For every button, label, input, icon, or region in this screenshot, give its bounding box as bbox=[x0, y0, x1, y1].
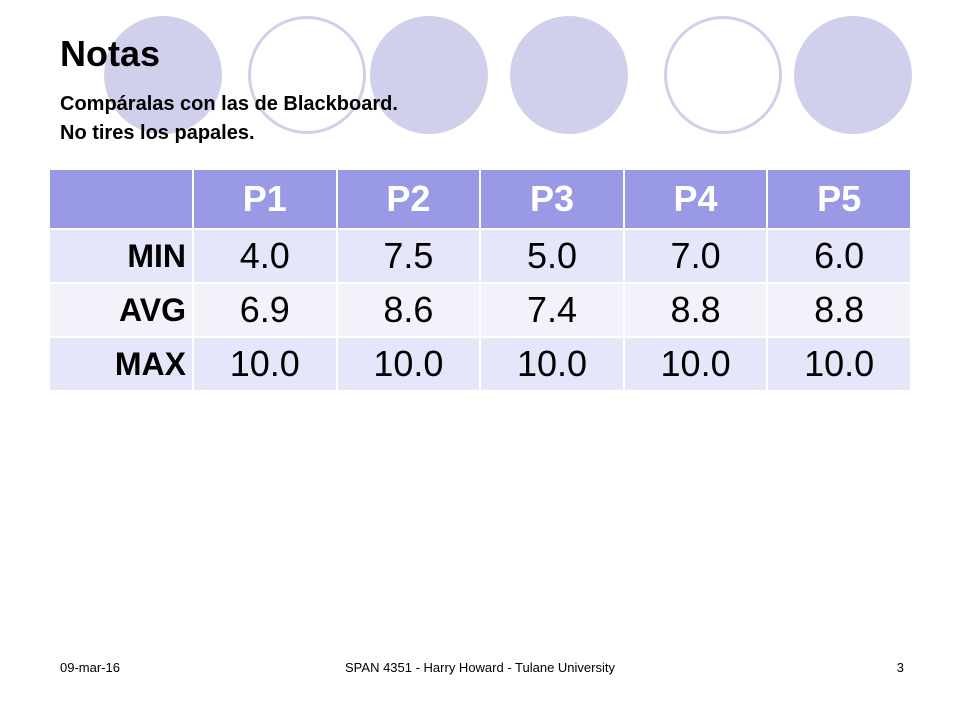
decorative-circle bbox=[664, 16, 782, 134]
table-cell: 6.9 bbox=[192, 282, 338, 338]
header-cell-empty bbox=[48, 168, 194, 230]
table-cell: 8.8 bbox=[766, 282, 912, 338]
decorative-circle bbox=[510, 16, 628, 134]
decorative-circles bbox=[0, 0, 960, 160]
table-row-min: MIN 4.0 7.5 5.0 7.0 6.0 bbox=[48, 228, 912, 284]
footer-page-number: 3 bbox=[896, 660, 904, 675]
table-cell: 7.0 bbox=[622, 228, 769, 284]
table-cell: 10.0 bbox=[766, 336, 912, 392]
table-cell: 5.0 bbox=[479, 228, 625, 284]
table-cell: 10.0 bbox=[335, 336, 482, 392]
grades-table: P1 P2 P3 P4 P5 MIN 4.0 7.5 5.0 7.0 6.0 A… bbox=[48, 168, 912, 392]
header-cell-p2: P2 bbox=[335, 168, 482, 230]
header-cell-p4: P4 bbox=[622, 168, 769, 230]
table-cell: 7.4 bbox=[479, 282, 625, 338]
table-cell: 6.0 bbox=[766, 228, 912, 284]
header-cell-p3: P3 bbox=[479, 168, 625, 230]
table-cell: 10.0 bbox=[479, 336, 625, 392]
table-header-row: P1 P2 P3 P4 P5 bbox=[48, 168, 912, 230]
decorative-circle bbox=[794, 16, 912, 134]
table-row-avg: AVG 6.9 8.6 7.4 8.8 8.8 bbox=[48, 282, 912, 338]
decorative-circle bbox=[104, 16, 222, 134]
table-row-max: MAX 10.0 10.0 10.0 10.0 10.0 bbox=[48, 336, 912, 392]
header-cell-p5: P5 bbox=[766, 168, 912, 230]
footer-date: 09-mar-16 bbox=[60, 660, 120, 675]
row-label: AVG bbox=[48, 282, 194, 338]
row-label: MAX bbox=[48, 336, 194, 392]
table-cell: 7.5 bbox=[335, 228, 482, 284]
subtitle-line: No tires los papales. bbox=[60, 122, 255, 144]
row-label: MIN bbox=[48, 228, 194, 284]
footer-course: SPAN 4351 - Harry Howard - Tulane Univer… bbox=[345, 660, 615, 675]
table-cell: 8.8 bbox=[622, 282, 769, 338]
subtitle-line: Compáralas con las de Blackboard. bbox=[60, 93, 398, 115]
slide-title: Notas bbox=[60, 33, 161, 74]
table-cell: 10.0 bbox=[622, 336, 769, 392]
table-cell: 10.0 bbox=[192, 336, 338, 392]
header-cell-p1: P1 bbox=[192, 168, 338, 230]
table-cell: 8.6 bbox=[335, 282, 482, 338]
decorative-circle bbox=[370, 16, 488, 134]
decorative-circle bbox=[248, 16, 366, 134]
table-cell: 4.0 bbox=[192, 228, 338, 284]
slide-subtitle: Compáralas con las de Blackboard. No tir… bbox=[60, 90, 398, 148]
